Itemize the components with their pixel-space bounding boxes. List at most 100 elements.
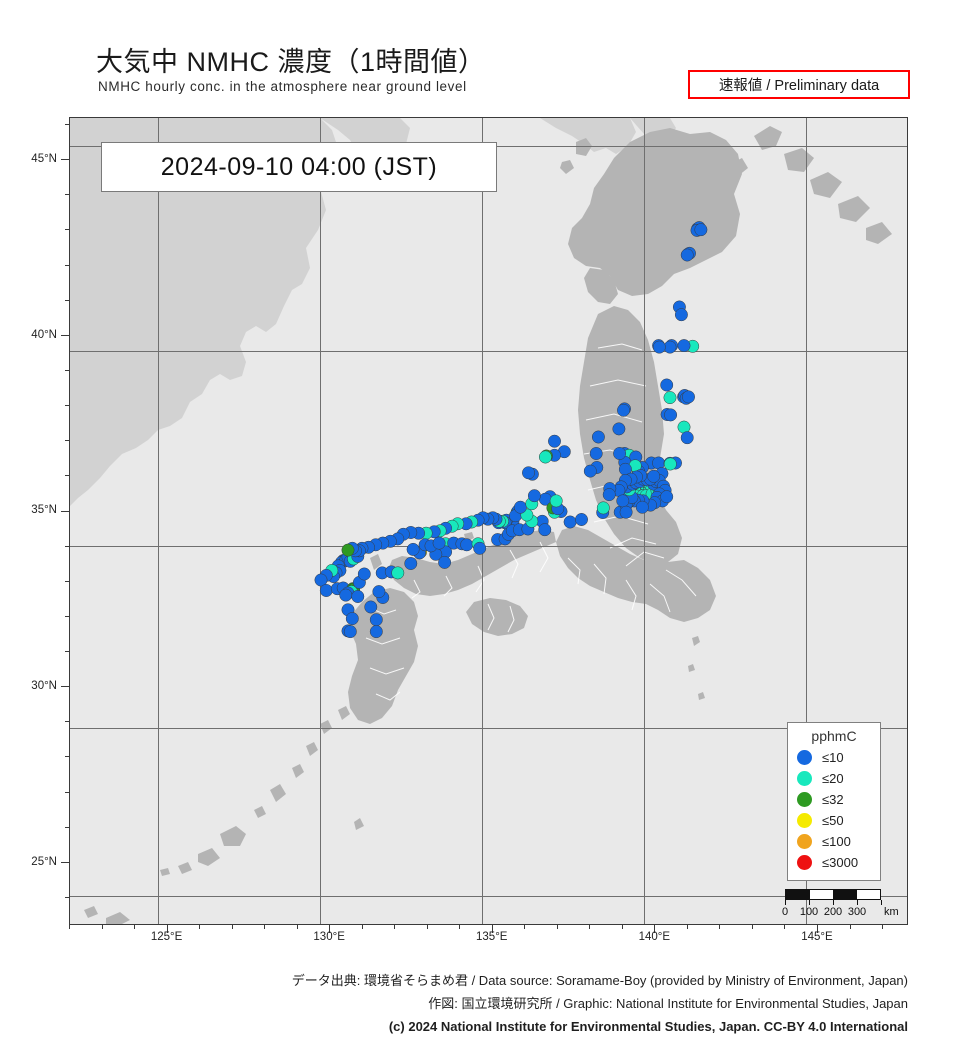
x-axis-minor-tick [751, 925, 753, 929]
measurement-point[interactable] [563, 515, 577, 529]
measurement-point[interactable] [364, 600, 378, 614]
measurement-point[interactable] [319, 584, 333, 597]
scale-bar-labels: 0 100 200 300 km [781, 906, 899, 920]
x-axis-minor-tick [264, 925, 266, 929]
legend-item-label: ≤20 [822, 771, 844, 786]
measurement-point[interactable] [513, 500, 527, 514]
gridline-lat-40 [70, 351, 907, 352]
gridline-lat-30 [70, 728, 907, 729]
measurement-point[interactable] [602, 488, 616, 502]
measurement-point[interactable] [527, 489, 541, 503]
measurement-point[interactable] [619, 505, 633, 519]
measurement-point[interactable] [596, 501, 610, 515]
footer-data-source: データ出典: 環境省そらまめ君 / Data source: Soramame-… [291, 973, 908, 988]
measurement-point[interactable] [616, 494, 630, 508]
y-axis-minor-tick [65, 545, 69, 547]
y-axis-minor-tick [65, 791, 69, 793]
measurement-point[interactable] [677, 339, 691, 353]
y-axis-minor-tick [65, 896, 69, 898]
measurement-point[interactable] [663, 391, 677, 405]
measurement-point[interactable] [680, 431, 694, 445]
measurement-point[interactable] [613, 447, 627, 460]
y-axis-major-tick [61, 159, 69, 161]
measurement-point[interactable] [538, 523, 552, 537]
measurement-point[interactable] [617, 403, 630, 417]
measurement-point[interactable] [663, 457, 677, 471]
measurement-point[interactable] [369, 625, 383, 639]
measurement-point[interactable] [549, 494, 563, 508]
measurement-point[interactable] [682, 390, 695, 404]
measurement-point[interactable] [460, 538, 474, 552]
gridline-lon-130 [320, 118, 321, 924]
measurement-point[interactable] [345, 612, 359, 626]
scale-bar-label: 0 [781, 906, 789, 918]
measurement-point[interactable] [538, 450, 552, 464]
measurement-point[interactable] [404, 557, 418, 570]
measurement-point[interactable] [372, 585, 386, 599]
measurement-point[interactable] [438, 555, 452, 569]
legend-item: ≤20 [788, 768, 880, 789]
legend-item-label: ≤100 [822, 834, 851, 849]
y-axis-minor-tick [65, 194, 69, 196]
scale-bar-label: 200 [823, 906, 843, 918]
measurement-point[interactable] [660, 378, 674, 392]
legend-color-swatch [797, 855, 812, 870]
measurement-point[interactable] [357, 567, 371, 581]
measurement-point[interactable] [635, 500, 649, 514]
legend-item: ≤3000 [788, 852, 880, 873]
scale-bar-segment [809, 890, 833, 899]
measurement-point[interactable] [339, 588, 353, 602]
measurement-point[interactable] [680, 248, 694, 262]
gridline-lat-25 [70, 896, 907, 897]
measurement-point[interactable] [583, 464, 597, 478]
legend-item: ≤100 [788, 831, 880, 852]
y-axis-label: 40°N [31, 328, 57, 341]
measurement-point[interactable] [652, 340, 666, 354]
x-axis-major-tick [166, 925, 168, 933]
measurement-point[interactable] [351, 590, 365, 603]
preliminary-data-badge: 速報値 / Preliminary data [688, 70, 910, 99]
y-axis-label: 30°N [31, 680, 57, 693]
measurement-point[interactable] [591, 430, 605, 444]
y-axis-major-tick [61, 861, 69, 863]
scale-bar-label: 100 [799, 906, 819, 918]
measurement-point[interactable] [369, 613, 383, 627]
y-axis-major-tick [61, 510, 69, 512]
footer-graphic-credit: 作図: 国立環境研究所 / Graphic: National Institut… [428, 996, 908, 1011]
legend-title: pphmC [811, 728, 857, 744]
scale-bar-segment [786, 890, 810, 899]
x-axis-minor-tick [556, 925, 558, 929]
gridline-lat-35 [70, 546, 907, 547]
measurement-point[interactable] [548, 434, 561, 448]
measurement-point[interactable] [612, 422, 626, 436]
measurement-point[interactable] [674, 308, 688, 322]
measurement-point[interactable] [406, 542, 420, 556]
measurement-point[interactable] [664, 408, 678, 422]
measurement-point[interactable] [432, 536, 446, 550]
legend: pphmC ≤10 ≤20 ≤32 ≤50 ≤100 ≤3000 [787, 722, 881, 881]
measurement-point[interactable] [589, 447, 603, 460]
x-axis-minor-tick [394, 925, 396, 929]
y-axis-minor-tick [65, 475, 69, 477]
measurement-point[interactable] [343, 625, 357, 639]
measurement-point[interactable] [660, 490, 674, 504]
measurement-point[interactable] [473, 541, 487, 555]
map-plot-area[interactable]: 2024-09-10 04:00 (JST) pphmC ≤10 ≤20 ≤32 ≤5… [69, 117, 908, 925]
y-axis-minor-tick [65, 756, 69, 758]
measurement-point[interactable] [522, 466, 535, 480]
x-axis-minor-tick [589, 925, 591, 929]
gridline-lon-140 [644, 118, 645, 924]
measurement-point[interactable] [575, 513, 588, 526]
scale-bar-track [785, 889, 881, 900]
measurement-points-layer [314, 221, 708, 639]
measurement-point[interactable] [341, 543, 355, 557]
y-axis-minor-tick [65, 299, 69, 301]
x-axis-label: 140°E [638, 931, 671, 943]
y-axis-label: 45°N [31, 153, 57, 166]
measurement-point[interactable] [694, 223, 708, 237]
measurement-point[interactable] [391, 566, 405, 580]
gridline-lon-145 [806, 118, 807, 924]
measurement-point[interactable] [314, 573, 328, 587]
y-axis-minor-tick [65, 440, 69, 442]
measurement-point[interactable] [647, 469, 661, 483]
